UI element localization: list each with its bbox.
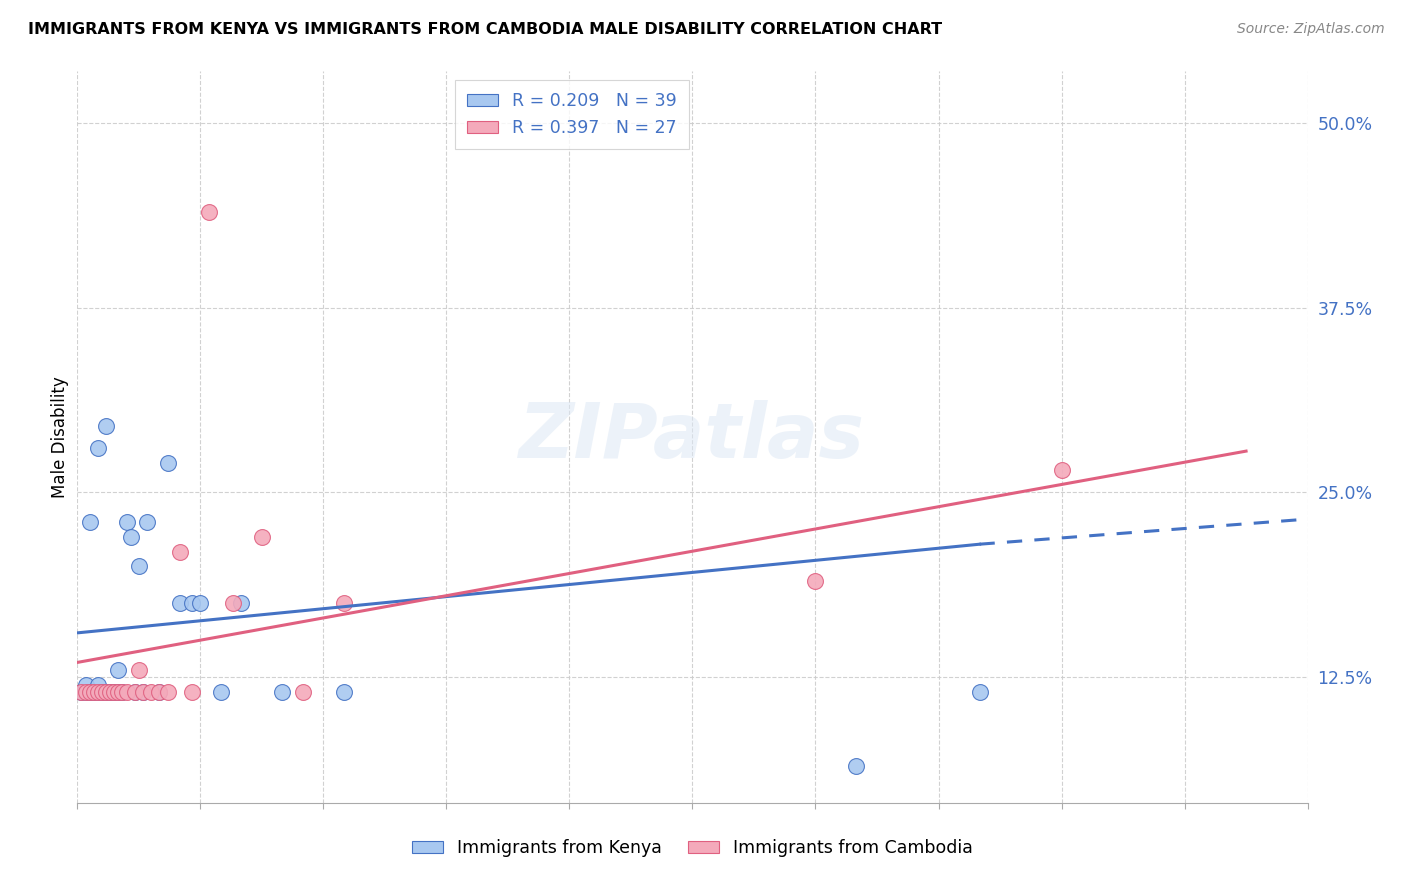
Point bbox=[94, 685, 117, 699]
Point bbox=[107, 685, 129, 699]
Point bbox=[94, 685, 117, 699]
Point bbox=[98, 685, 121, 699]
Point bbox=[87, 685, 110, 699]
Point bbox=[87, 441, 110, 455]
Point bbox=[188, 596, 212, 610]
Point bbox=[136, 515, 159, 529]
Point bbox=[75, 677, 97, 691]
Point bbox=[291, 685, 314, 699]
Point bbox=[79, 685, 101, 699]
Point bbox=[120, 530, 142, 544]
Point bbox=[128, 559, 150, 574]
Point bbox=[107, 663, 129, 677]
Point bbox=[111, 685, 134, 699]
Point bbox=[128, 663, 150, 677]
Point bbox=[156, 456, 179, 470]
Point bbox=[132, 685, 155, 699]
Point bbox=[111, 685, 134, 699]
Point bbox=[103, 685, 125, 699]
Point bbox=[79, 685, 101, 699]
Point bbox=[94, 419, 117, 434]
Point bbox=[250, 530, 273, 544]
Point bbox=[1050, 463, 1073, 477]
Point bbox=[169, 544, 191, 558]
Point bbox=[75, 685, 97, 699]
Y-axis label: Male Disability: Male Disability bbox=[51, 376, 69, 498]
Point bbox=[90, 685, 114, 699]
Point bbox=[83, 685, 105, 699]
Point bbox=[90, 685, 114, 699]
Point bbox=[83, 685, 105, 699]
Text: Source: ZipAtlas.com: Source: ZipAtlas.com bbox=[1237, 22, 1385, 37]
Point bbox=[169, 596, 191, 610]
Point bbox=[124, 685, 146, 699]
Point bbox=[115, 515, 138, 529]
Point bbox=[141, 685, 163, 699]
Point bbox=[209, 685, 232, 699]
Point bbox=[90, 685, 114, 699]
Point bbox=[804, 574, 827, 589]
Point bbox=[75, 685, 97, 699]
Point bbox=[115, 685, 138, 699]
Point bbox=[124, 685, 146, 699]
Point bbox=[79, 685, 101, 699]
Point bbox=[103, 685, 125, 699]
Point bbox=[87, 677, 110, 691]
Point bbox=[70, 685, 93, 699]
Point bbox=[333, 596, 356, 610]
Point bbox=[197, 204, 219, 219]
Point bbox=[107, 685, 129, 699]
Point bbox=[98, 685, 121, 699]
Point bbox=[271, 685, 294, 699]
Point bbox=[181, 685, 204, 699]
Point bbox=[70, 685, 93, 699]
Point bbox=[222, 596, 245, 610]
Point bbox=[969, 685, 991, 699]
Point bbox=[845, 759, 868, 773]
Legend: Immigrants from Kenya, Immigrants from Cambodia: Immigrants from Kenya, Immigrants from C… bbox=[405, 831, 980, 863]
Point bbox=[333, 685, 356, 699]
Point bbox=[79, 515, 101, 529]
Point bbox=[156, 685, 179, 699]
Point bbox=[132, 685, 155, 699]
Text: IMMIGRANTS FROM KENYA VS IMMIGRANTS FROM CAMBODIA MALE DISABILITY CORRELATION CH: IMMIGRANTS FROM KENYA VS IMMIGRANTS FROM… bbox=[28, 22, 942, 37]
Point bbox=[98, 685, 121, 699]
Point bbox=[87, 685, 110, 699]
Point bbox=[83, 685, 105, 699]
Point bbox=[181, 596, 204, 610]
Point bbox=[94, 685, 117, 699]
Point bbox=[148, 685, 170, 699]
Point bbox=[148, 685, 170, 699]
Text: ZIPatlas: ZIPatlas bbox=[519, 401, 866, 474]
Point bbox=[231, 596, 253, 610]
